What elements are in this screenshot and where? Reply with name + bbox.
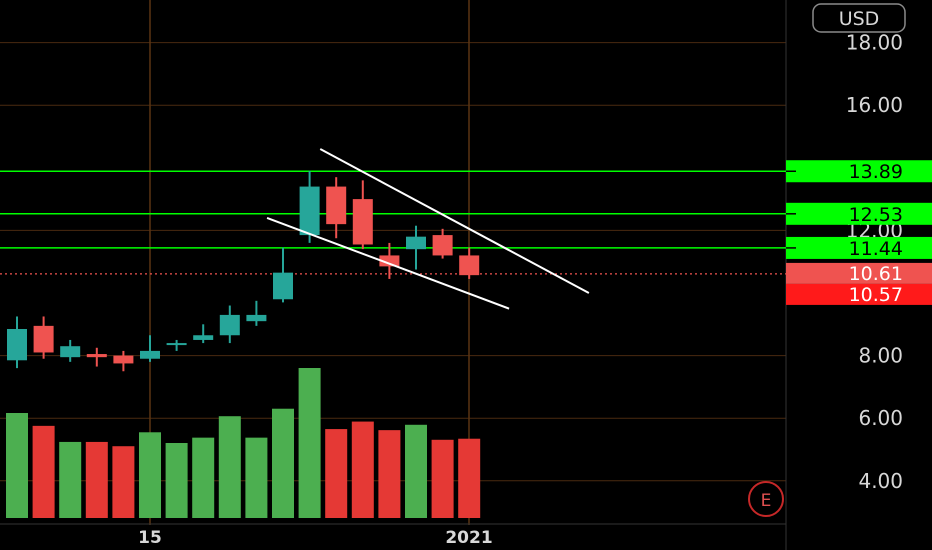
volume-bar bbox=[6, 413, 28, 518]
candle-body bbox=[432, 235, 453, 256]
currency-button[interactable]: USD bbox=[812, 3, 906, 33]
volume-bar bbox=[405, 424, 427, 518]
level-tag bbox=[786, 160, 932, 183]
price-tag bbox=[786, 283, 932, 305]
candle-body bbox=[459, 255, 480, 276]
volume-bar bbox=[325, 429, 348, 518]
price-tag-label: 10.61 bbox=[849, 263, 903, 285]
earnings-icon: E bbox=[761, 491, 772, 511]
candle-body bbox=[299, 186, 320, 236]
candle-body bbox=[246, 314, 267, 322]
level-tag-label: 13.89 bbox=[849, 161, 903, 183]
candle-body bbox=[379, 255, 400, 267]
candle-body bbox=[60, 346, 81, 358]
trendlines[interactable] bbox=[266, 148, 590, 310]
volume-bar bbox=[32, 425, 55, 518]
candle-body bbox=[273, 272, 293, 300]
time-axis[interactable]: 15 2021 bbox=[138, 528, 493, 548]
price-tag bbox=[786, 262, 932, 284]
y-tick-label: 8.00 bbox=[858, 344, 903, 368]
candle-body bbox=[166, 343, 187, 346]
candles bbox=[7, 170, 480, 372]
candle-body bbox=[86, 354, 107, 358]
x-tick-label: 2021 bbox=[445, 528, 492, 548]
price-tag-label: 10.57 bbox=[849, 284, 903, 306]
candle-body bbox=[352, 199, 373, 245]
candle-body bbox=[140, 350, 160, 359]
volume-bar bbox=[431, 439, 454, 518]
volume-bar bbox=[245, 437, 268, 518]
candle-body bbox=[193, 335, 214, 340]
y-tick-label: 16.00 bbox=[846, 93, 903, 117]
volume-bar bbox=[112, 446, 135, 518]
level-tag-label: 12.53 bbox=[849, 204, 903, 226]
candle-body bbox=[33, 325, 54, 353]
candle-body bbox=[326, 186, 347, 225]
volume-bar bbox=[298, 368, 321, 518]
volume-bar bbox=[378, 430, 401, 518]
candle-body bbox=[219, 314, 240, 336]
volume-bar bbox=[192, 437, 215, 518]
trendline[interactable] bbox=[266, 216, 510, 310]
currency-label: USD bbox=[839, 8, 880, 30]
y-tick-label: 4.00 bbox=[858, 469, 903, 493]
candle-body bbox=[7, 328, 27, 361]
volume-bar bbox=[218, 416, 241, 518]
volume-bar bbox=[59, 441, 82, 518]
earnings-marker[interactable]: E bbox=[748, 481, 784, 517]
volume-bar bbox=[165, 443, 188, 518]
trendline[interactable] bbox=[319, 148, 590, 294]
x-tick-label: 15 bbox=[138, 528, 162, 548]
y-tick-label: 18.00 bbox=[846, 31, 903, 55]
level-tag-label: 11.44 bbox=[849, 238, 903, 260]
level-tag bbox=[786, 202, 932, 225]
volume-bar bbox=[458, 438, 481, 518]
y-tick-label: 6.00 bbox=[858, 406, 903, 430]
volume-bar bbox=[85, 441, 108, 518]
level-tag bbox=[786, 236, 932, 259]
volume-bar bbox=[351, 421, 374, 518]
volume-bars bbox=[6, 368, 481, 518]
horizontal-levels[interactable] bbox=[0, 170, 786, 275]
volume-bar bbox=[272, 408, 294, 518]
candle-body bbox=[113, 355, 134, 364]
volume-bar bbox=[139, 432, 161, 518]
candle-body bbox=[406, 236, 426, 250]
